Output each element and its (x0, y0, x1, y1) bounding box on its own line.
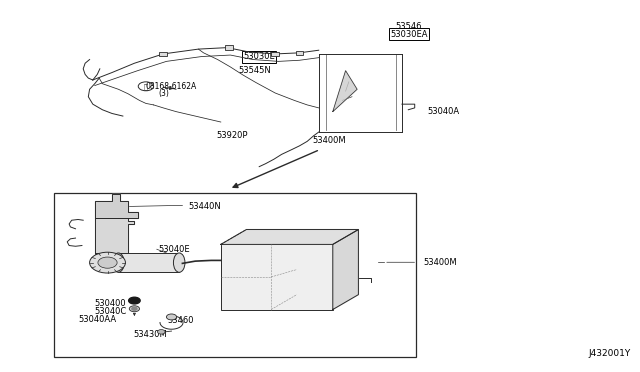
Circle shape (90, 252, 125, 273)
Text: 53040C: 53040C (95, 307, 127, 316)
Text: 53040E: 53040E (159, 246, 190, 254)
Polygon shape (333, 71, 357, 112)
Text: 53040AA: 53040AA (78, 315, 116, 324)
Polygon shape (95, 218, 134, 253)
Text: 53920P: 53920P (216, 131, 248, 140)
Text: 53546: 53546 (396, 22, 422, 31)
Circle shape (166, 314, 177, 320)
Text: 53030EA: 53030EA (390, 30, 428, 39)
Bar (296, 51, 303, 55)
Circle shape (129, 306, 140, 312)
Bar (118, 253, 179, 272)
Bar (159, 52, 167, 56)
Ellipse shape (173, 253, 185, 272)
Bar (271, 52, 279, 56)
Bar (54, 193, 416, 357)
Text: 53040A: 53040A (428, 107, 460, 116)
Text: 530400: 530400 (95, 299, 126, 308)
Text: 53440N: 53440N (189, 202, 221, 211)
Text: 53430M: 53430M (133, 330, 167, 339)
Text: 53545N: 53545N (239, 66, 271, 75)
Text: 53040E: 53040E (248, 257, 280, 266)
Text: J432001Y: J432001Y (588, 349, 630, 358)
Circle shape (129, 297, 140, 304)
Ellipse shape (113, 253, 124, 272)
Polygon shape (333, 230, 358, 310)
Text: 53460: 53460 (168, 316, 194, 325)
Text: (3): (3) (159, 89, 170, 97)
Polygon shape (221, 230, 358, 244)
Circle shape (98, 257, 117, 268)
Text: ⑮: ⑮ (144, 83, 148, 90)
Circle shape (157, 330, 165, 334)
Text: 50505X: 50505X (244, 234, 276, 243)
Text: 08168-6162A: 08168-6162A (146, 82, 197, 91)
Bar (225, 45, 233, 50)
Text: 53400M: 53400M (424, 258, 458, 267)
Polygon shape (95, 194, 138, 218)
Text: 53030E: 53030E (243, 52, 275, 61)
Circle shape (132, 307, 137, 310)
Bar (221, 244, 333, 310)
Text: 53400M: 53400M (312, 136, 346, 145)
